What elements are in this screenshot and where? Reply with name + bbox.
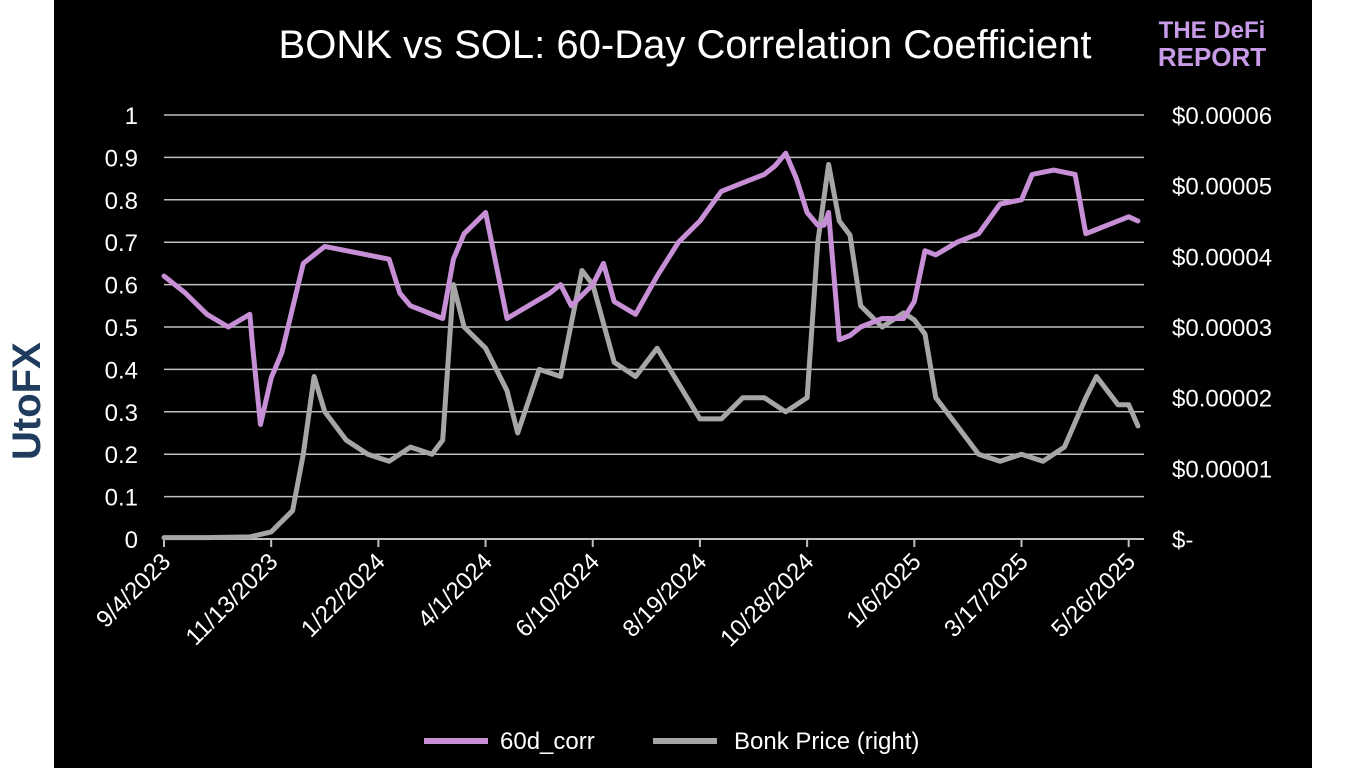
x-tick-label: 4/1/2024 [413,548,498,633]
chart-title: BONK vs SOL: 60-Day Correlation Coeffici… [279,23,1092,67]
left-tick-label: 0.3 [105,400,138,427]
defi-report-logo: THE DeFi REPORT [1158,17,1266,72]
right-axis-ticks: $0.00006 $0.00005 $0.00004 $0.00003 $0.00002… [1172,103,1272,554]
chart-panel: BONK vs SOL: 60-Day Correlation Coeffici… [54,0,1312,768]
x-tick-label: 11/13/2023 [181,548,284,651]
left-axis-ticks: 1 0.9 0.8 0.7 0.6 0.5 0.4 0.3 0.2 0.1 0 [105,103,138,554]
x-tick-label: 1/22/2024 [296,548,391,643]
left-tick-label: 0.7 [105,230,138,257]
utofx-watermark: UtoFX [0,300,54,470]
x-axis-ticks: 9/4/2023 11/13/2023 1/22/2024 4/1/2024 6/10/… [91,539,1141,652]
right-tick-label: $0.00004 [1172,244,1272,271]
legend-label-price: Bonk Price (right) [734,728,919,755]
x-tick-label: 1/6/2025 [841,548,926,633]
right-tick-label: $0.00001 [1172,456,1272,483]
left-tick-label: 0.6 [105,273,138,300]
legend-label-corr: 60d_corr [500,728,595,755]
right-tick-label: $0.00003 [1172,315,1272,342]
series-layer [161,150,1141,541]
gridlines [164,114,1144,498]
left-tick-label: 0.1 [105,485,138,512]
series-line-60d-corr [161,150,1141,427]
right-tick-label: $0.00005 [1172,174,1272,201]
left-tick-label: 0.2 [105,442,138,469]
series-line-bonk-price [161,162,1141,541]
logo-line-1: THE DeFi [1159,17,1266,44]
watermark-text: UtoFX [5,342,49,460]
x-tick-label: 8/19/2024 [618,548,713,643]
x-tick-label: 10/28/2024 [715,548,819,652]
right-tick-label: $0.00006 [1172,103,1272,130]
right-tick-label: $- [1172,527,1193,554]
right-tick-label: $0.00002 [1172,386,1272,413]
x-tick-label: 5/26/2025 [1046,548,1141,643]
x-tick-label: 3/17/2025 [939,548,1034,643]
left-tick-label: 0.5 [105,315,138,342]
left-tick-label: 0.8 [105,188,138,215]
left-tick-label: 0.4 [105,357,138,384]
x-tick-label: 6/10/2024 [510,548,605,643]
x-tick-label: 9/4/2023 [91,548,176,633]
left-tick-label: 0 [125,527,138,554]
correlation-chart: BONK vs SOL: 60-Day Correlation Coeffici… [91,17,1272,755]
left-tick-label: 0.9 [105,145,138,172]
logo-line-2: REPORT [1158,42,1266,72]
left-tick-label: 1 [125,103,138,130]
legend: 60d_corr Bonk Price (right) [424,728,919,755]
